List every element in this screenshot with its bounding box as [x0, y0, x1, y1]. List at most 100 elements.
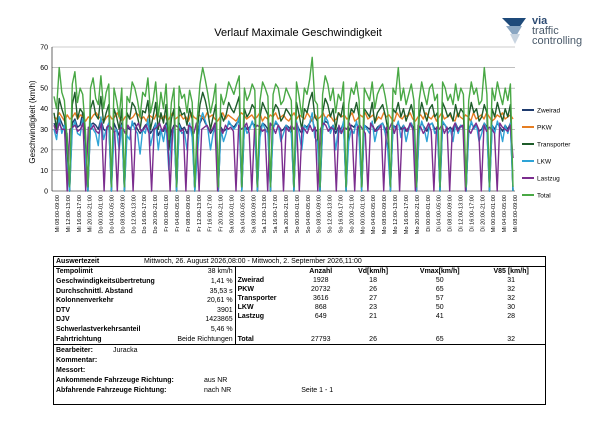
x-tick-label: Di 12:00-13:00	[458, 195, 464, 232]
x-tick-label: Mo 16:00-17:00	[404, 195, 410, 234]
kommentar-label: Kommentar:	[56, 357, 98, 364]
x-tick-label: Do 00:00-01:00	[99, 195, 105, 234]
vehicle-class-label: PKW	[237, 286, 254, 293]
info-panel: Auswertezeit Mittwoch, 26. August 2026,0…	[53, 256, 546, 405]
page-number: Seite 1 - 1	[301, 387, 334, 394]
col-header-vmax: Vmax[km/h]	[419, 268, 460, 275]
x-tick-label: Mi 16:00-17:00	[77, 195, 83, 232]
summary-row: Fahrtrichtung Beide Richtungen	[54, 334, 235, 344]
vehicle-class-label: Zweirad	[237, 277, 265, 284]
summary-value: 20,61 %	[206, 297, 233, 305]
x-tick-label: Do 20:00-21:00	[153, 195, 159, 234]
vehicle-class-label: Transporter	[237, 295, 277, 302]
series-line-total	[53, 56, 514, 188]
x-tick-label: Do 04:00-05:00	[110, 195, 116, 234]
cell-v85: 30	[507, 304, 516, 311]
x-tick-label: So 20:00-21:00	[349, 195, 355, 233]
cell-anzahl: 20732	[311, 286, 331, 293]
x-tick-label: Fr 00:00-01:00	[164, 195, 170, 232]
x-tick-label: Sa 08:00-09:00	[251, 195, 257, 233]
bearbeiter-value: Juracka	[112, 347, 138, 354]
cell-v85: 32	[507, 286, 516, 293]
x-tick-label: So 00:00-01:00	[295, 195, 301, 233]
x-tick-label: Mi 00:00-01:00	[491, 195, 497, 232]
x-tick-label: Mo 12:00-13:00	[393, 195, 399, 234]
summary-row: Schwerlastverkehrsanteil 5,46 %	[54, 325, 235, 335]
summary-label: Tempolimit	[56, 268, 93, 276]
x-tick-label: Sa 00:00-01:00	[229, 195, 235, 233]
total-label: Total	[237, 336, 254, 343]
auswertezeit-value: Mittwoch, 26. August 2026,08:00 - Mittwo…	[142, 257, 545, 267]
logo-mark-icon	[502, 18, 526, 44]
total-vd: 26	[369, 336, 377, 343]
summary-label: Geschwindigkeitsübertretung	[56, 277, 155, 285]
messort-label: Messort:	[56, 367, 86, 374]
x-tick-label: So 08:00-09:00	[317, 195, 323, 233]
cell-vd: 18	[369, 277, 377, 284]
abfahrende-value: nach NR	[204, 387, 232, 394]
bearbeiter-label: Bearbeiter:	[56, 347, 93, 354]
table-row: LKW 868 23 50 30	[236, 303, 545, 312]
logo-line-3: controlling	[532, 35, 583, 47]
summary-table: Tempolimit 38 km/h Geschwindigkeitsübertre…	[54, 267, 236, 344]
y-tick-label: 50	[40, 86, 48, 93]
summary-label: DJV	[56, 316, 70, 324]
total-v85: 32	[507, 336, 516, 343]
summary-row: Durchschnittl. Abstand 35,53 s	[54, 286, 235, 296]
cell-vd: 21	[369, 313, 377, 320]
vehicle-class-label: LKW	[237, 304, 254, 311]
x-tick-label: So 04:00-05:00	[306, 195, 312, 233]
total-vmax: 65	[435, 336, 444, 343]
summary-value: 3901	[217, 306, 233, 314]
summary-label: Fahrtrichtung	[56, 335, 102, 343]
table-row-total: Total 27793 26 65 32	[236, 335, 545, 344]
cell-anzahl: 1928	[312, 277, 329, 284]
y-axis-label: Geschwindigkeit (km/h)	[28, 80, 37, 163]
summary-label: Kolonnenverkehr	[56, 297, 114, 305]
x-tick-label: Mo 00:00-01:00	[360, 195, 366, 234]
company-logo: via traffic controlling	[500, 14, 595, 54]
cell-vmax: 50	[435, 304, 444, 311]
auswertezeit-label: Auswertezeit	[54, 257, 142, 267]
summary-row: Kolonnenverkehr 20,61 %	[54, 296, 235, 306]
summary-value: 35,53 s	[209, 287, 233, 295]
summary-row: Tempolimit 38 km/h	[54, 267, 235, 277]
legend-label: Transporter	[537, 142, 571, 149]
legend-label: PKW	[537, 125, 553, 132]
ankommende-value: aus NR	[204, 377, 228, 384]
y-tick-label: 10	[40, 168, 48, 175]
legend-label: Total	[537, 193, 551, 200]
cell-vmax: 41	[435, 313, 444, 320]
x-tick-label: Di 08:00-09:00	[448, 195, 454, 232]
x-tick-label: Sa 20:00-21:00	[284, 195, 290, 233]
x-tick-label: Sa 04:00-05:00	[240, 195, 246, 233]
cell-anzahl: 3616	[312, 295, 329, 302]
cell-vd: 23	[369, 304, 377, 311]
cell-vd: 27	[369, 295, 377, 302]
y-tick-label: 20	[40, 147, 48, 154]
cell-vd: 26	[369, 286, 377, 293]
summary-row: DTV 3901	[54, 306, 235, 316]
legend: Zweirad PKW Transporter LKW Lastzug Total	[522, 108, 571, 200]
vehicle-class-label: Lastzug	[237, 313, 265, 320]
legend-label: Zweirad	[537, 108, 561, 115]
legend-label: Lastzug	[537, 176, 560, 183]
x-tick-label: Di 20:00-21:00	[480, 195, 486, 232]
x-tick-label: Di 16:00-17:00	[469, 195, 475, 232]
x-tick-label: Mo 08:00-09:00	[382, 195, 388, 234]
summary-row: DJV 1423865	[54, 315, 235, 325]
summary-value: 1423865	[205, 316, 233, 324]
x-tick-label: Fr 04:00-05:00	[175, 195, 181, 232]
y-tick-label: 60	[40, 65, 48, 72]
x-tick-label: Sa 12:00-13:00	[262, 195, 268, 233]
speed-chart: Verlauf Maximale Geschwindigkeit Geschwi…	[28, 27, 571, 234]
summary-value: 38 km/h	[207, 268, 233, 276]
summary-label: Durchschnittl. Abstand	[56, 287, 133, 295]
x-tick-label: Mi 08:00-09:00	[513, 195, 519, 232]
summary-value: Beide Richtungen	[177, 335, 233, 343]
x-tick-label: Do 12:00-13:00	[131, 195, 137, 234]
cell-vmax: 57	[435, 295, 444, 302]
cell-vmax: 50	[435, 277, 444, 284]
x-tick-label: Fr 16:00-17:00	[208, 195, 214, 232]
y-tick-label: 70	[40, 45, 48, 52]
